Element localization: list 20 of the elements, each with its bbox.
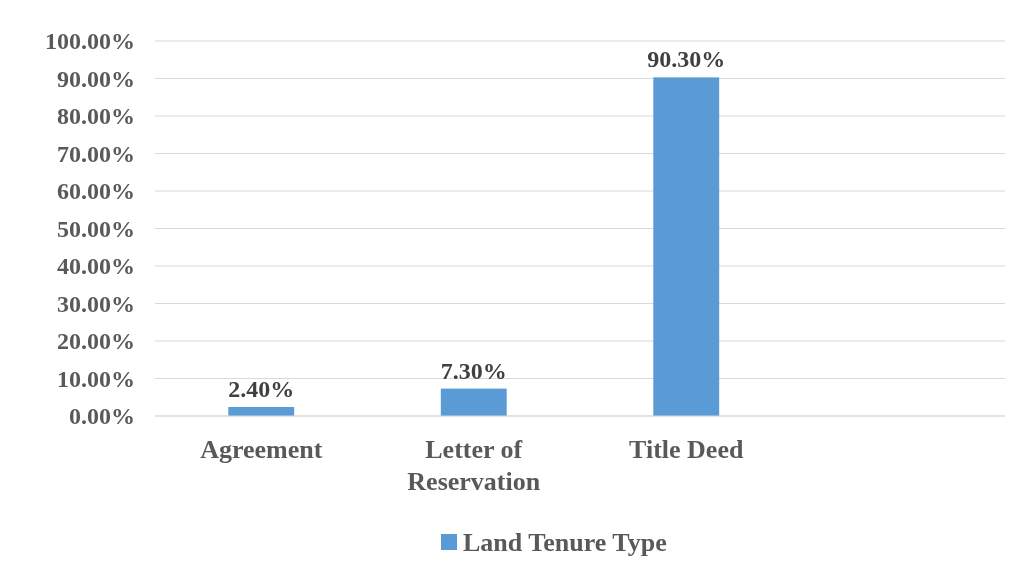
data-label: 2.40% <box>228 376 295 402</box>
x-tick-label: Agreement <box>200 435 323 464</box>
y-tick-label: 90.00% <box>57 65 135 92</box>
x-tick-label: Letter of Reservation <box>407 435 541 496</box>
y-tick-label: 60.00% <box>57 178 135 205</box>
y-tick-label: 100.00% <box>45 28 135 55</box>
y-tick-label: 80.00% <box>57 103 135 130</box>
y-tick-label: 50.00% <box>57 215 135 242</box>
data-label: 90.30% <box>647 46 726 73</box>
y-tick-label: 10.00% <box>57 365 135 392</box>
y-tick-label: 40.00% <box>57 253 135 280</box>
y-tick-label: 0.00% <box>69 403 135 430</box>
y-tick-label: 30.00% <box>57 290 135 317</box>
bar <box>440 388 507 416</box>
legend-label: Land Tenure Type <box>463 528 667 558</box>
y-tick-label: 20.00% <box>57 328 135 355</box>
x-tick-label: Title Deed <box>629 435 744 464</box>
y-tick-label: 70.00% <box>57 140 135 167</box>
bar <box>653 77 720 416</box>
data-label: 7.30% <box>440 357 507 384</box>
